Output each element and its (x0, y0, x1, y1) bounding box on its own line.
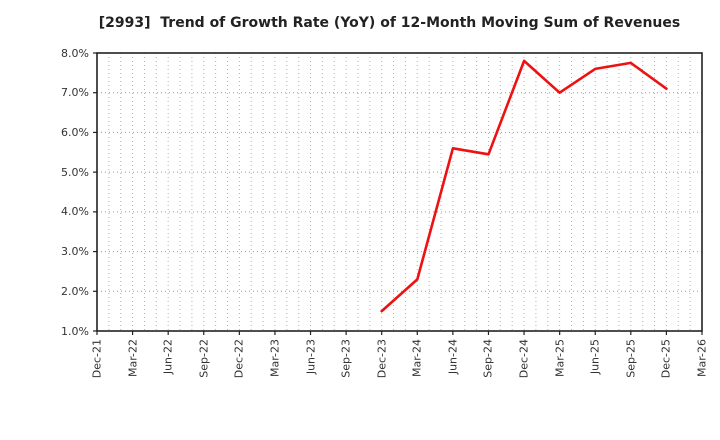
y-tick-label: 5.0% (61, 165, 89, 179)
chart-canvas (93, 52, 703, 335)
x-tick-label: Jun-25 (588, 339, 602, 375)
x-tick-label: Dec-23 (375, 339, 389, 379)
y-tick-label: 2.0% (61, 284, 89, 298)
plot-area (93, 52, 703, 335)
x-tick-label: Sep-23 (339, 339, 353, 378)
x-tick-label: Mar-24 (410, 339, 424, 378)
x-tick-label: Mar-23 (268, 339, 282, 378)
x-tick-label: Jun-22 (161, 339, 175, 375)
x-tick-label: Dec-21 (90, 339, 104, 379)
x-tick-label: Sep-22 (197, 339, 211, 378)
x-tick-label: Jun-23 (304, 339, 318, 375)
y-tick-label: 7.0% (61, 86, 89, 100)
y-tick-label: 1.0% (61, 324, 89, 338)
x-tick-label: Dec-22 (232, 339, 246, 379)
y-tick-label: 3.0% (61, 245, 89, 259)
chart-title: [2993] Trend of Growth Rate (YoY) of 12-… (98, 15, 681, 31)
x-tick-label: Jun-24 (446, 339, 460, 375)
growth-rate-line (380, 59, 668, 313)
x-tick-label: Dec-24 (517, 339, 531, 379)
x-tick-label: Sep-25 (624, 339, 638, 378)
y-tick-label: 4.0% (61, 205, 89, 219)
x-tick-label: Mar-26 (695, 339, 709, 378)
x-tick-label: Sep-24 (481, 339, 495, 378)
x-tick-label: Mar-22 (126, 339, 140, 378)
y-tick-label: 8.0% (61, 46, 89, 60)
x-tick-label: Dec-25 (659, 339, 673, 379)
x-tick-label: Mar-25 (553, 339, 567, 378)
y-tick-label: 6.0% (61, 125, 89, 139)
plot-frame (96, 52, 703, 332)
